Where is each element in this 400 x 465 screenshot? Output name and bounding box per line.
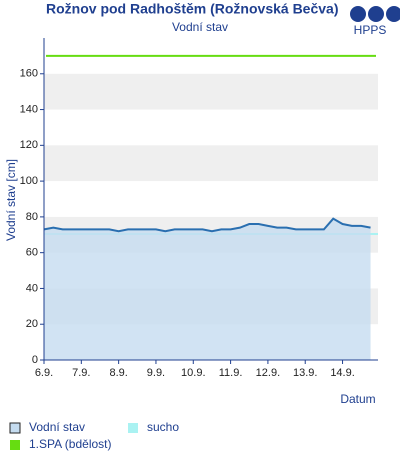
y-axis-label: Vodní stav [cm] bbox=[4, 159, 18, 241]
chart-subtitle: Vodní stav bbox=[172, 20, 228, 34]
y-tick-label: 40 bbox=[26, 282, 38, 294]
legend-swatch bbox=[128, 423, 138, 433]
x-axis-label: Datum bbox=[340, 392, 375, 406]
y-tick-label: 100 bbox=[20, 175, 38, 187]
legend-swatch bbox=[10, 440, 20, 450]
x-tick-label: 9.9. bbox=[147, 367, 165, 379]
y-tick-label: 20 bbox=[26, 318, 38, 330]
x-tick-label: 11.9. bbox=[219, 367, 243, 379]
logo-dot bbox=[368, 6, 384, 22]
series-area bbox=[44, 218, 371, 360]
x-tick-label: 7.9. bbox=[72, 367, 90, 379]
y-tick-label: 80 bbox=[26, 211, 38, 223]
x-tick-label: 8.9. bbox=[109, 367, 127, 379]
logo-dot bbox=[386, 6, 400, 22]
grid-band bbox=[44, 145, 378, 182]
grid-band bbox=[44, 73, 378, 110]
legend-label: sucho bbox=[147, 420, 179, 434]
y-tick-label: 0 bbox=[32, 354, 38, 366]
x-tick-label: 12.9. bbox=[256, 367, 280, 379]
x-tick-label: 6.9. bbox=[35, 367, 53, 379]
legend-swatch bbox=[9, 422, 21, 434]
chart-title: Rožnov pod Radhoštěm (Rožnovská Bečva) bbox=[46, 1, 339, 17]
series-line bbox=[43, 217, 371, 233]
logo-dot bbox=[350, 6, 366, 22]
y-tick-label: 120 bbox=[20, 139, 38, 151]
legend-label: 1.SPA (bdělost) bbox=[29, 437, 112, 451]
y-tick-label: 140 bbox=[20, 103, 38, 115]
legend-label: Vodní stav bbox=[29, 420, 85, 434]
y-tick-label: 160 bbox=[20, 68, 38, 80]
y-tick-label: 60 bbox=[26, 247, 38, 259]
x-tick-label: 10.9. bbox=[181, 367, 205, 379]
x-tick-label: 13.9. bbox=[293, 367, 317, 379]
x-tick-label: 14.9. bbox=[330, 367, 354, 379]
logo-text: HPPS bbox=[354, 23, 387, 37]
